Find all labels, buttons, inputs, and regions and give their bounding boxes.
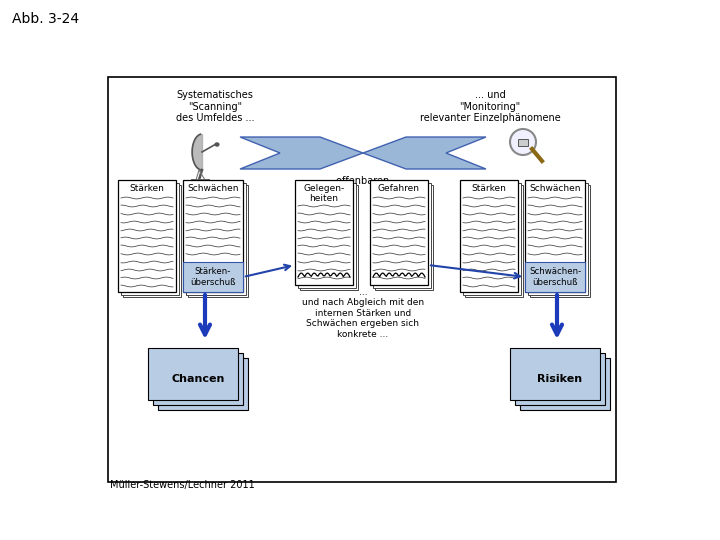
Bar [515, 353, 605, 405]
Bar [300, 185, 358, 290]
Bar [148, 348, 238, 400]
Bar [123, 185, 181, 297]
Text: Stärken: Stärken [472, 184, 506, 193]
Bar [183, 180, 243, 292]
Text: ...
und nach Abgleich mit den
internen Stärken und
Schwächen ergeben sich
konkre: ... und nach Abgleich mit den internen S… [302, 288, 424, 339]
Bar [118, 180, 176, 292]
Bar [121, 183, 179, 295]
Bar [188, 185, 248, 297]
Text: Müller-Stewens/Lechner 2011: Müller-Stewens/Lechner 2011 [110, 480, 255, 490]
Text: Schwächen: Schwächen [529, 184, 581, 193]
Text: Chancen: Chancen [171, 374, 225, 384]
Text: Schwächen: Schwächen [187, 184, 239, 193]
Bar [295, 180, 353, 285]
Bar [528, 183, 588, 295]
Bar [518, 139, 528, 146]
Bar [375, 185, 433, 290]
Bar [510, 348, 600, 400]
Text: Schwächen-
überschuß: Schwächen- überschuß [529, 267, 581, 287]
Bar [373, 183, 431, 288]
Bar [108, 77, 616, 482]
Text: ... und
"Monitoring"
relevanter Einzelphänomene: ... und "Monitoring" relevanter Einzelph… [420, 90, 560, 123]
Text: Gefahren: Gefahren [378, 184, 420, 193]
Text: Abb. 3-24: Abb. 3-24 [12, 12, 79, 26]
Bar [183, 262, 243, 292]
Bar [186, 183, 246, 295]
Polygon shape [363, 137, 486, 169]
Text: Stärken-
überschuß: Stärken- überschuß [190, 267, 235, 287]
Text: Systematisches
"Scanning"
des Umfeldes ...: Systematisches "Scanning" des Umfeldes .… [176, 90, 254, 123]
Polygon shape [240, 137, 363, 169]
Bar [525, 180, 585, 292]
Text: Risiken: Risiken [537, 374, 582, 384]
Bar [525, 262, 585, 292]
Bar [520, 358, 610, 410]
Circle shape [510, 129, 536, 155]
Bar [465, 185, 523, 297]
Bar [298, 183, 356, 288]
Text: ... offenbaren ...: ... offenbaren ... [324, 176, 402, 186]
Text: Gelegen-
heiten: Gelegen- heiten [303, 184, 345, 204]
Bar [370, 180, 428, 285]
Bar [463, 183, 521, 295]
Text: Stärken: Stärken [130, 184, 164, 193]
Bar [158, 358, 248, 410]
Bar [153, 353, 243, 405]
Bar [460, 180, 518, 292]
Bar [530, 185, 590, 297]
